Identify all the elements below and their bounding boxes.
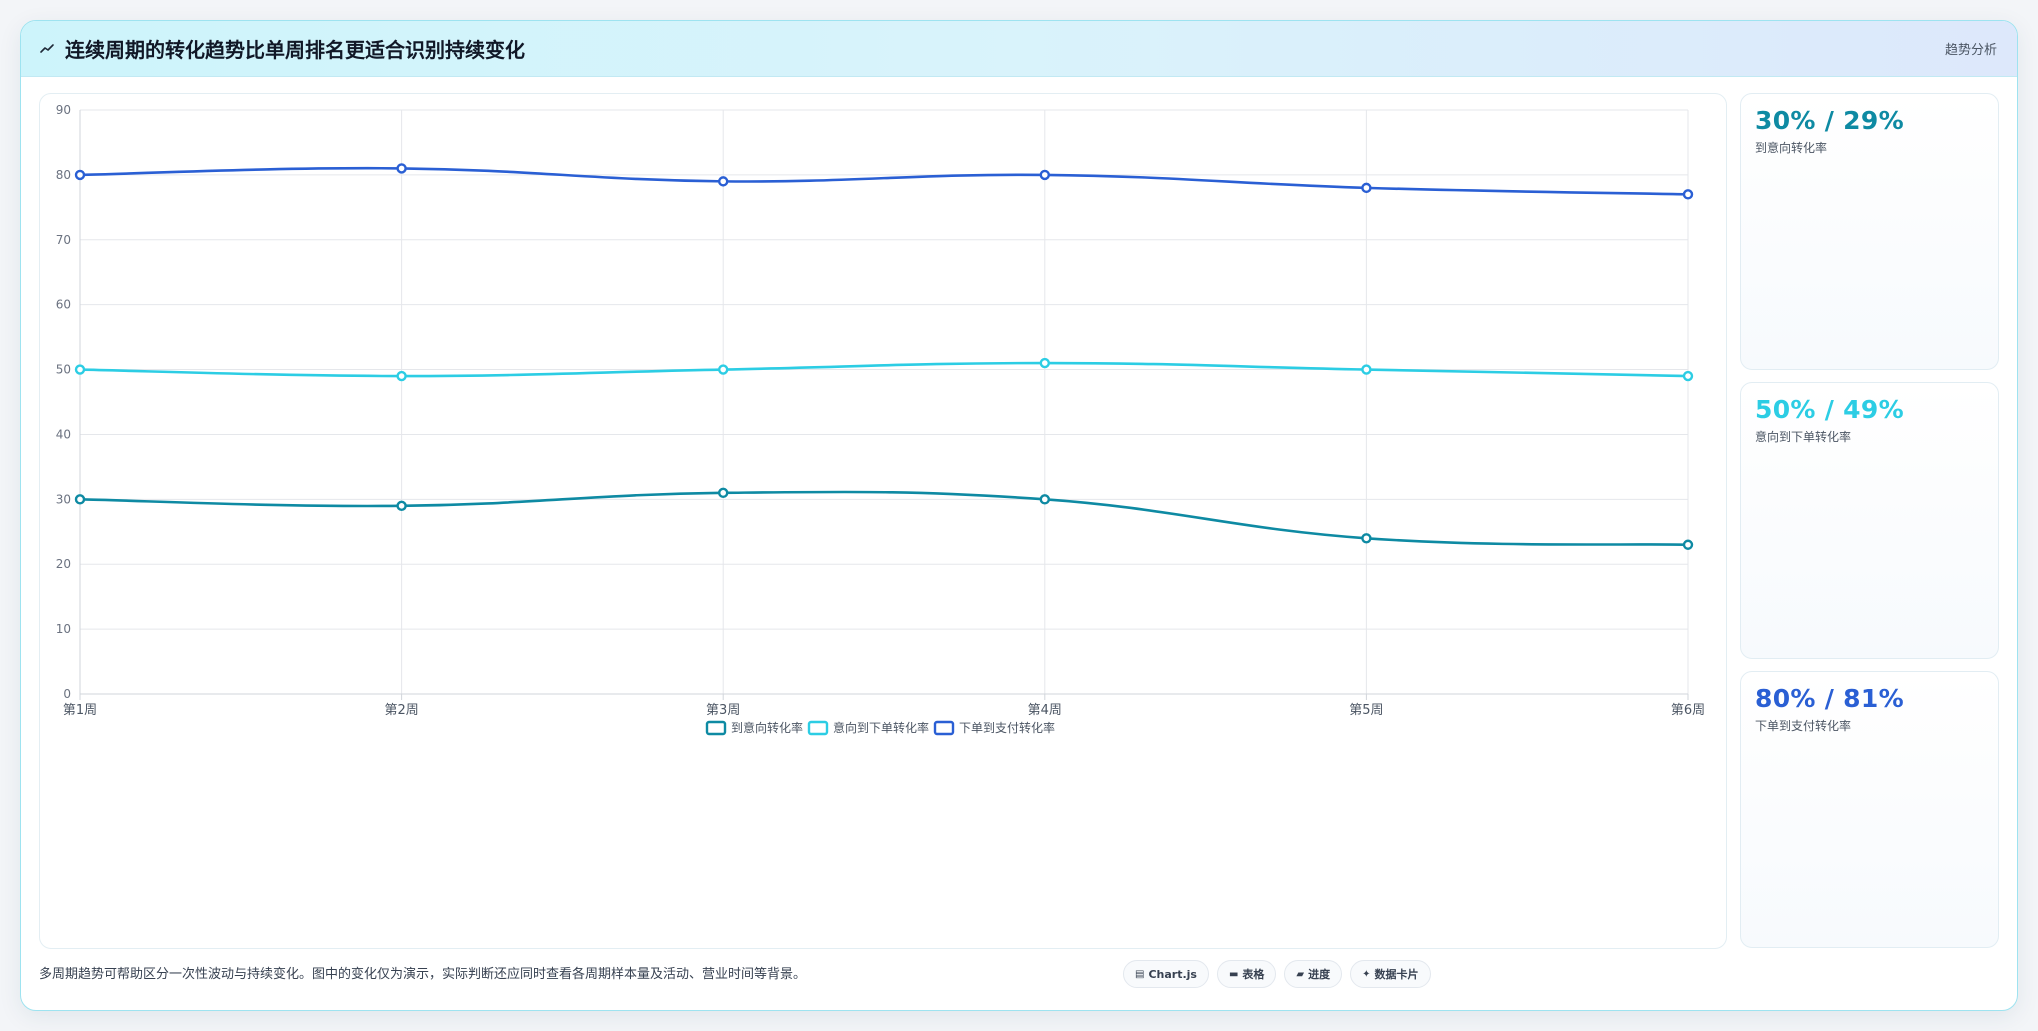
y-tick-label: 70 <box>56 233 71 247</box>
stat-card-intent-to-order: 50% / 49% 意向到下单转化率 <box>1740 382 1999 659</box>
data-point <box>1361 182 1372 194</box>
chip-chartjs[interactable]: ▤ Chart.js <box>1123 960 1209 988</box>
stat-value: 80% / 81% <box>1755 684 1904 713</box>
card-icon: ✦ <box>1362 968 1371 980</box>
trend-line-icon <box>40 43 54 53</box>
data-point <box>396 163 407 174</box>
data-point <box>74 169 86 181</box>
legend-label: 意向到下单转化率 <box>833 720 929 735</box>
y-tick-label: 10 <box>56 622 71 636</box>
trend-analysis-tag: 趋势分析 <box>1944 43 1997 58</box>
data-point <box>1682 539 1694 550</box>
y-tick-label: 0 <box>63 687 71 701</box>
header-title-group: 连续周期的转化趋势比单周排名更适合识别持续变化 <box>39 34 525 63</box>
legend-swatch <box>705 720 727 736</box>
table-icon: ▬ <box>1228 968 1239 980</box>
stat-card-to-intent: 30% / 29% 到意向转化率 <box>1740 93 1999 370</box>
x-tick-label: 第2周 <box>384 703 418 718</box>
y-tick-label: 80 <box>56 168 71 182</box>
dashboard-frame: 连续周期的转化趋势比单周排名更适合识别持续变化 趋势分析 0 10 20 30 40 50… <box>20 20 2018 1011</box>
chip-data-card[interactable]: ✦ 数据卡片 <box>1350 960 1431 988</box>
x-tick-label: 第1周 <box>63 703 97 718</box>
chip-label: 进度 <box>1308 968 1331 981</box>
y-tick-label: 40 <box>56 427 71 441</box>
data-point <box>396 370 407 382</box>
data-point <box>1682 370 1694 382</box>
legend-swatch <box>807 720 829 736</box>
y-tick-label: 20 <box>56 557 71 571</box>
x-tick-label: 第4周 <box>1028 703 1062 718</box>
data-point <box>718 176 729 187</box>
series-line-2 <box>79 361 1689 378</box>
chip-label: 数据卡片 <box>1374 968 1419 981</box>
line-chart: 0 10 20 30 40 50 60 70 80 90 第1周 第2周 第3周 第4周 第5周 第6周到意向… <box>56 103 1705 736</box>
data-point <box>1361 364 1372 375</box>
page-title: 连续周期的转化趋势比单周排名更适合识别持续变化 <box>65 38 525 62</box>
chart-icon: ▤ <box>1135 968 1145 980</box>
legend-swatch <box>933 720 955 736</box>
chart-card: 0 10 20 30 40 50 60 70 80 90 第1周 第2周 第3周 第4周 第5周 第6周到意向… <box>39 93 1727 949</box>
data-point <box>396 500 407 512</box>
footer-note: 多周期趋势可帮助区分一次性波动与持续变化。图中的变化仅为演示，实际判断还应同时查… <box>39 967 807 982</box>
chip-progress[interactable]: ▰ 进度 <box>1284 960 1343 988</box>
data-point <box>718 364 729 375</box>
y-tick-label: 50 <box>56 363 71 377</box>
data-point <box>74 494 86 505</box>
series-line-1 <box>79 490 1689 547</box>
stat-label: 下单到支付转化率 <box>1755 719 1852 733</box>
data-point <box>1039 494 1050 505</box>
progress-icon: ▰ <box>1296 968 1305 980</box>
y-tick-label: 90 <box>56 103 71 117</box>
stat-label: 意向到下单转化率 <box>1755 430 1852 444</box>
data-point <box>718 487 729 499</box>
data-point <box>74 364 86 375</box>
stat-card-order-to-pay: 80% / 81% 下单到支付转化率 <box>1740 671 1999 948</box>
tech-chips: ▤ Chart.js ▬ 表格 ▰ 进度 ✦ 数据卡片 <box>1123 960 1431 988</box>
chip-label: Chart.js <box>1148 967 1197 981</box>
header: 连续周期的转化趋势比单周排名更适合识别持续变化 趋势分析 <box>21 21 2017 77</box>
chip-label: 表格 <box>1242 968 1265 981</box>
data-point <box>1039 169 1050 181</box>
y-tick-label: 30 <box>56 492 71 506</box>
x-tick-label: 第3周 <box>706 703 740 718</box>
legend-label: 下单到支付转化率 <box>959 720 1055 735</box>
chip-table[interactable]: ▬ 表格 <box>1216 960 1277 988</box>
data-point <box>1039 357 1050 369</box>
data-point <box>1682 189 1694 200</box>
legend-label: 到意向转化率 <box>731 720 803 735</box>
stat-label: 到意向转化率 <box>1755 141 1828 155</box>
series-line-3 <box>79 166 1689 196</box>
y-tick-label: 60 <box>56 298 71 312</box>
x-tick-label: 第6周 <box>1671 703 1705 718</box>
stat-value: 50% / 49% <box>1755 395 1904 424</box>
data-point <box>1361 533 1372 544</box>
x-tick-label: 第5周 <box>1349 703 1383 718</box>
stat-value: 30% / 29% <box>1755 106 1904 135</box>
